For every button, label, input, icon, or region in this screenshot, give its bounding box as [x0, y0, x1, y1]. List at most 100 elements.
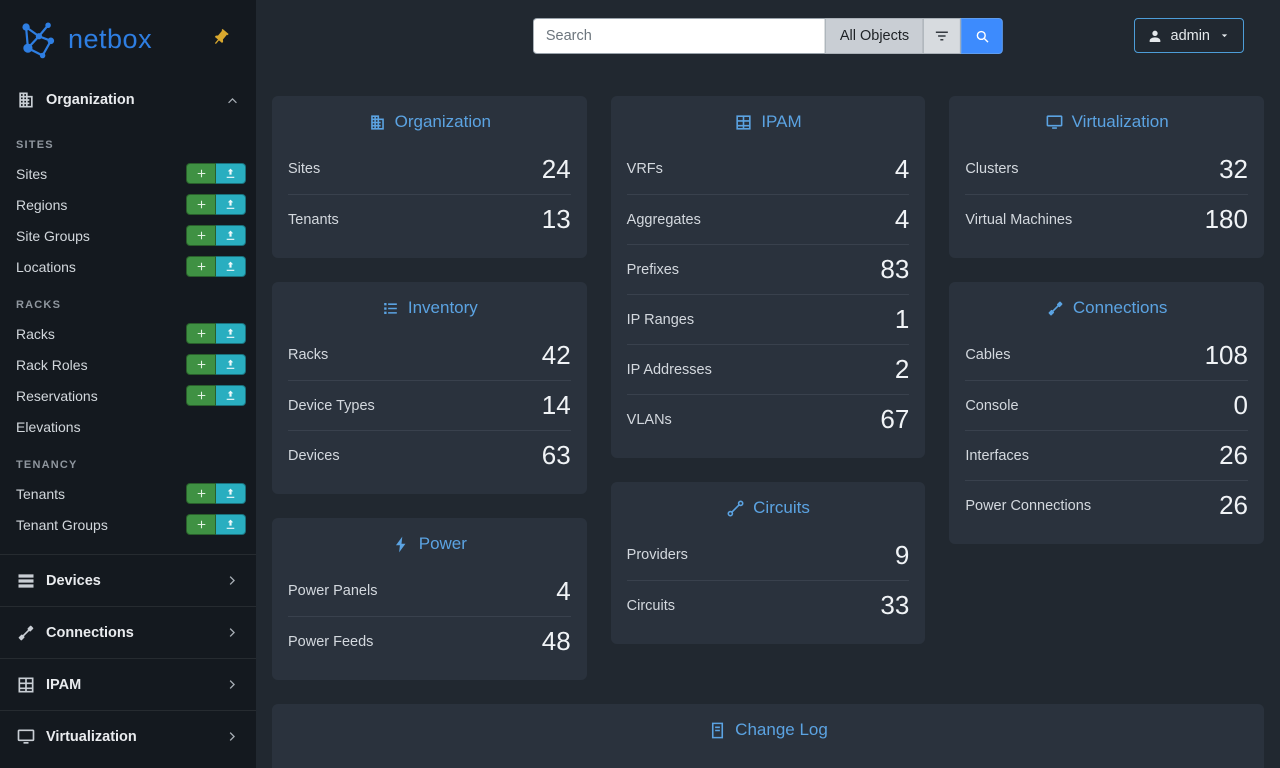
stat-row-power-feeds[interactable]: Power Feeds 48: [288, 616, 571, 666]
sidebar-item-virtualization[interactable]: Virtualization: [0, 710, 256, 762]
import-button[interactable]: [216, 163, 246, 184]
add-button[interactable]: [186, 385, 216, 406]
cable-icon: [1046, 299, 1065, 318]
add-button[interactable]: [186, 514, 216, 535]
import-button[interactable]: [216, 256, 246, 277]
sidebar-nav-bottom: Devices Connections IPAM Virtualization: [0, 554, 256, 762]
search-button[interactable]: [961, 18, 1004, 54]
user-menu-button[interactable]: admin: [1133, 18, 1244, 53]
add-button[interactable]: [186, 194, 216, 215]
card-title-link[interactable]: Power: [288, 518, 571, 566]
card-title-link[interactable]: Connections: [965, 282, 1248, 330]
stat-label: Racks: [288, 347, 329, 363]
stat-label: Device Types: [288, 397, 375, 414]
stat-row-devices[interactable]: Devices 63: [288, 430, 571, 480]
sidebar-item-label: Locations: [16, 258, 76, 275]
stat-row-ip-ranges[interactable]: IP Ranges 1: [626, 294, 910, 344]
nav-label: IPAM: [46, 676, 82, 693]
sidebar-item-regions[interactable]: Regions: [0, 189, 256, 220]
stat-row-clusters[interactable]: Clusters 32: [965, 144, 1248, 194]
card-title-link[interactable]: Organization: [288, 96, 571, 144]
add-button[interactable]: [186, 225, 216, 246]
building-icon: [368, 113, 387, 132]
import-button[interactable]: [216, 194, 246, 215]
stat-row-vlans[interactable]: VLANs 67: [626, 394, 910, 444]
brand-logo[interactable]: netbox: [16, 17, 152, 61]
card-virtualization: Virtualization Clusters 32 Virtual Machines…: [949, 96, 1264, 258]
sidebar-item-rack-roles[interactable]: Rack Roles: [0, 349, 256, 380]
stat-row-virtual-machines[interactable]: Virtual Machines 180: [965, 194, 1248, 244]
object-type-dropdown[interactable]: All Objects: [824, 18, 924, 54]
user-icon: [1147, 28, 1163, 44]
add-button[interactable]: [186, 483, 216, 504]
import-button[interactable]: [216, 514, 246, 535]
sidebar-item-sites[interactable]: Sites: [0, 158, 256, 189]
sidebar-item-tenants[interactable]: Tenants: [0, 478, 256, 509]
import-button[interactable]: [216, 323, 246, 344]
add-button[interactable]: [186, 256, 216, 277]
ipam-icon: [16, 675, 36, 695]
stat-row-power-connections[interactable]: Power Connections 26: [965, 480, 1248, 530]
import-button[interactable]: [216, 483, 246, 504]
stat-row-cables[interactable]: Cables 108: [965, 330, 1248, 380]
card-title-link[interactable]: Circuits: [627, 482, 910, 530]
sidebar-item-connections[interactable]: Connections: [0, 606, 256, 658]
item-action-buttons: [186, 256, 246, 277]
sidebar-item-site-groups[interactable]: Site Groups: [0, 220, 256, 251]
stat-value: 33: [880, 590, 910, 620]
upload-icon: [224, 487, 237, 500]
devices-icon: [16, 571, 36, 591]
card-title-link[interactable]: IPAM: [627, 96, 910, 144]
add-button[interactable]: [186, 323, 216, 344]
card-title-text: Connections: [1072, 298, 1168, 317]
search-input[interactable]: [532, 18, 825, 54]
grid-icon: [734, 113, 753, 132]
changelog-header: Change Log: [288, 704, 1248, 752]
import-button[interactable]: [216, 385, 246, 406]
sidebar: netbox Organization SITES Sites Regions Sit…: [0, 0, 256, 768]
sidebar-item-ipam[interactable]: IPAM: [0, 658, 256, 710]
stat-row-sites[interactable]: Sites 24: [288, 144, 571, 194]
card-title-link[interactable]: Inventory: [288, 282, 571, 330]
stat-label: Virtual Machines: [965, 211, 1073, 228]
stat-row-power-panels[interactable]: Power Panels 4: [288, 566, 571, 616]
stat-row-interfaces[interactable]: Interfaces 26: [965, 430, 1248, 480]
sidebar-item-locations[interactable]: Locations: [0, 251, 256, 282]
stat-row-tenants[interactable]: Tenants 13: [288, 194, 571, 244]
stat-row-vrfs[interactable]: VRFs 4: [627, 144, 910, 194]
upload-icon: [224, 358, 237, 371]
add-button[interactable]: [186, 163, 216, 184]
stat-value: 4: [556, 575, 571, 606]
stat-label: Providers: [626, 547, 688, 563]
import-button[interactable]: [216, 225, 246, 246]
stat-row-racks[interactable]: Racks 42: [288, 330, 571, 380]
sidebar-item-elevations[interactable]: Elevations: [0, 411, 256, 442]
sidebar-item-label: Tenant Groups: [16, 516, 108, 533]
sidebar-item-label: Racks: [16, 325, 55, 342]
item-action-buttons: [186, 514, 246, 535]
stat-row-console[interactable]: Console 0: [965, 380, 1248, 430]
plus-icon: [195, 518, 208, 531]
sidebar-item-devices[interactable]: Devices: [0, 554, 256, 606]
caret-down-icon: [1218, 29, 1231, 42]
stat-value: 4: [894, 153, 910, 184]
filter-button[interactable]: [923, 18, 962, 54]
sidebar-item-label: Sites: [16, 165, 48, 182]
sidebar-item-reservations[interactable]: Reservations: [0, 380, 256, 411]
sidebar-item-organization[interactable]: Organization: [0, 78, 256, 122]
stat-label: Sites: [288, 161, 321, 177]
stat-row-aggregates[interactable]: Aggregates 4: [626, 194, 910, 244]
pin-sidebar-icon[interactable]: [211, 28, 230, 47]
add-button[interactable]: [186, 354, 216, 375]
item-action-buttons: [186, 163, 246, 184]
sidebar-item-tenant-groups[interactable]: Tenant Groups: [0, 509, 256, 540]
stat-row-providers[interactable]: Providers 9: [627, 530, 910, 580]
card-title-link[interactable]: Virtualization: [965, 96, 1248, 144]
stat-row-device-types[interactable]: Device Types 14: [288, 380, 571, 430]
import-button[interactable]: [216, 354, 246, 375]
sidebar-item-racks[interactable]: Racks: [0, 318, 256, 349]
stat-row-prefixes[interactable]: Prefixes 83: [626, 244, 910, 294]
stat-row-circuits[interactable]: Circuits 33: [626, 580, 910, 630]
stat-row-ip-addresses[interactable]: IP Addresses 2: [626, 344, 910, 394]
plus-icon: [195, 487, 208, 500]
